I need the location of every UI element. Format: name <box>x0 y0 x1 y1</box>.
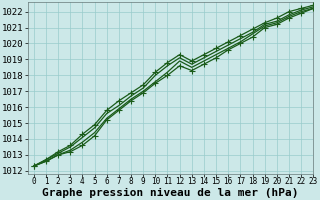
X-axis label: Graphe pression niveau de la mer (hPa): Graphe pression niveau de la mer (hPa) <box>42 188 299 198</box>
